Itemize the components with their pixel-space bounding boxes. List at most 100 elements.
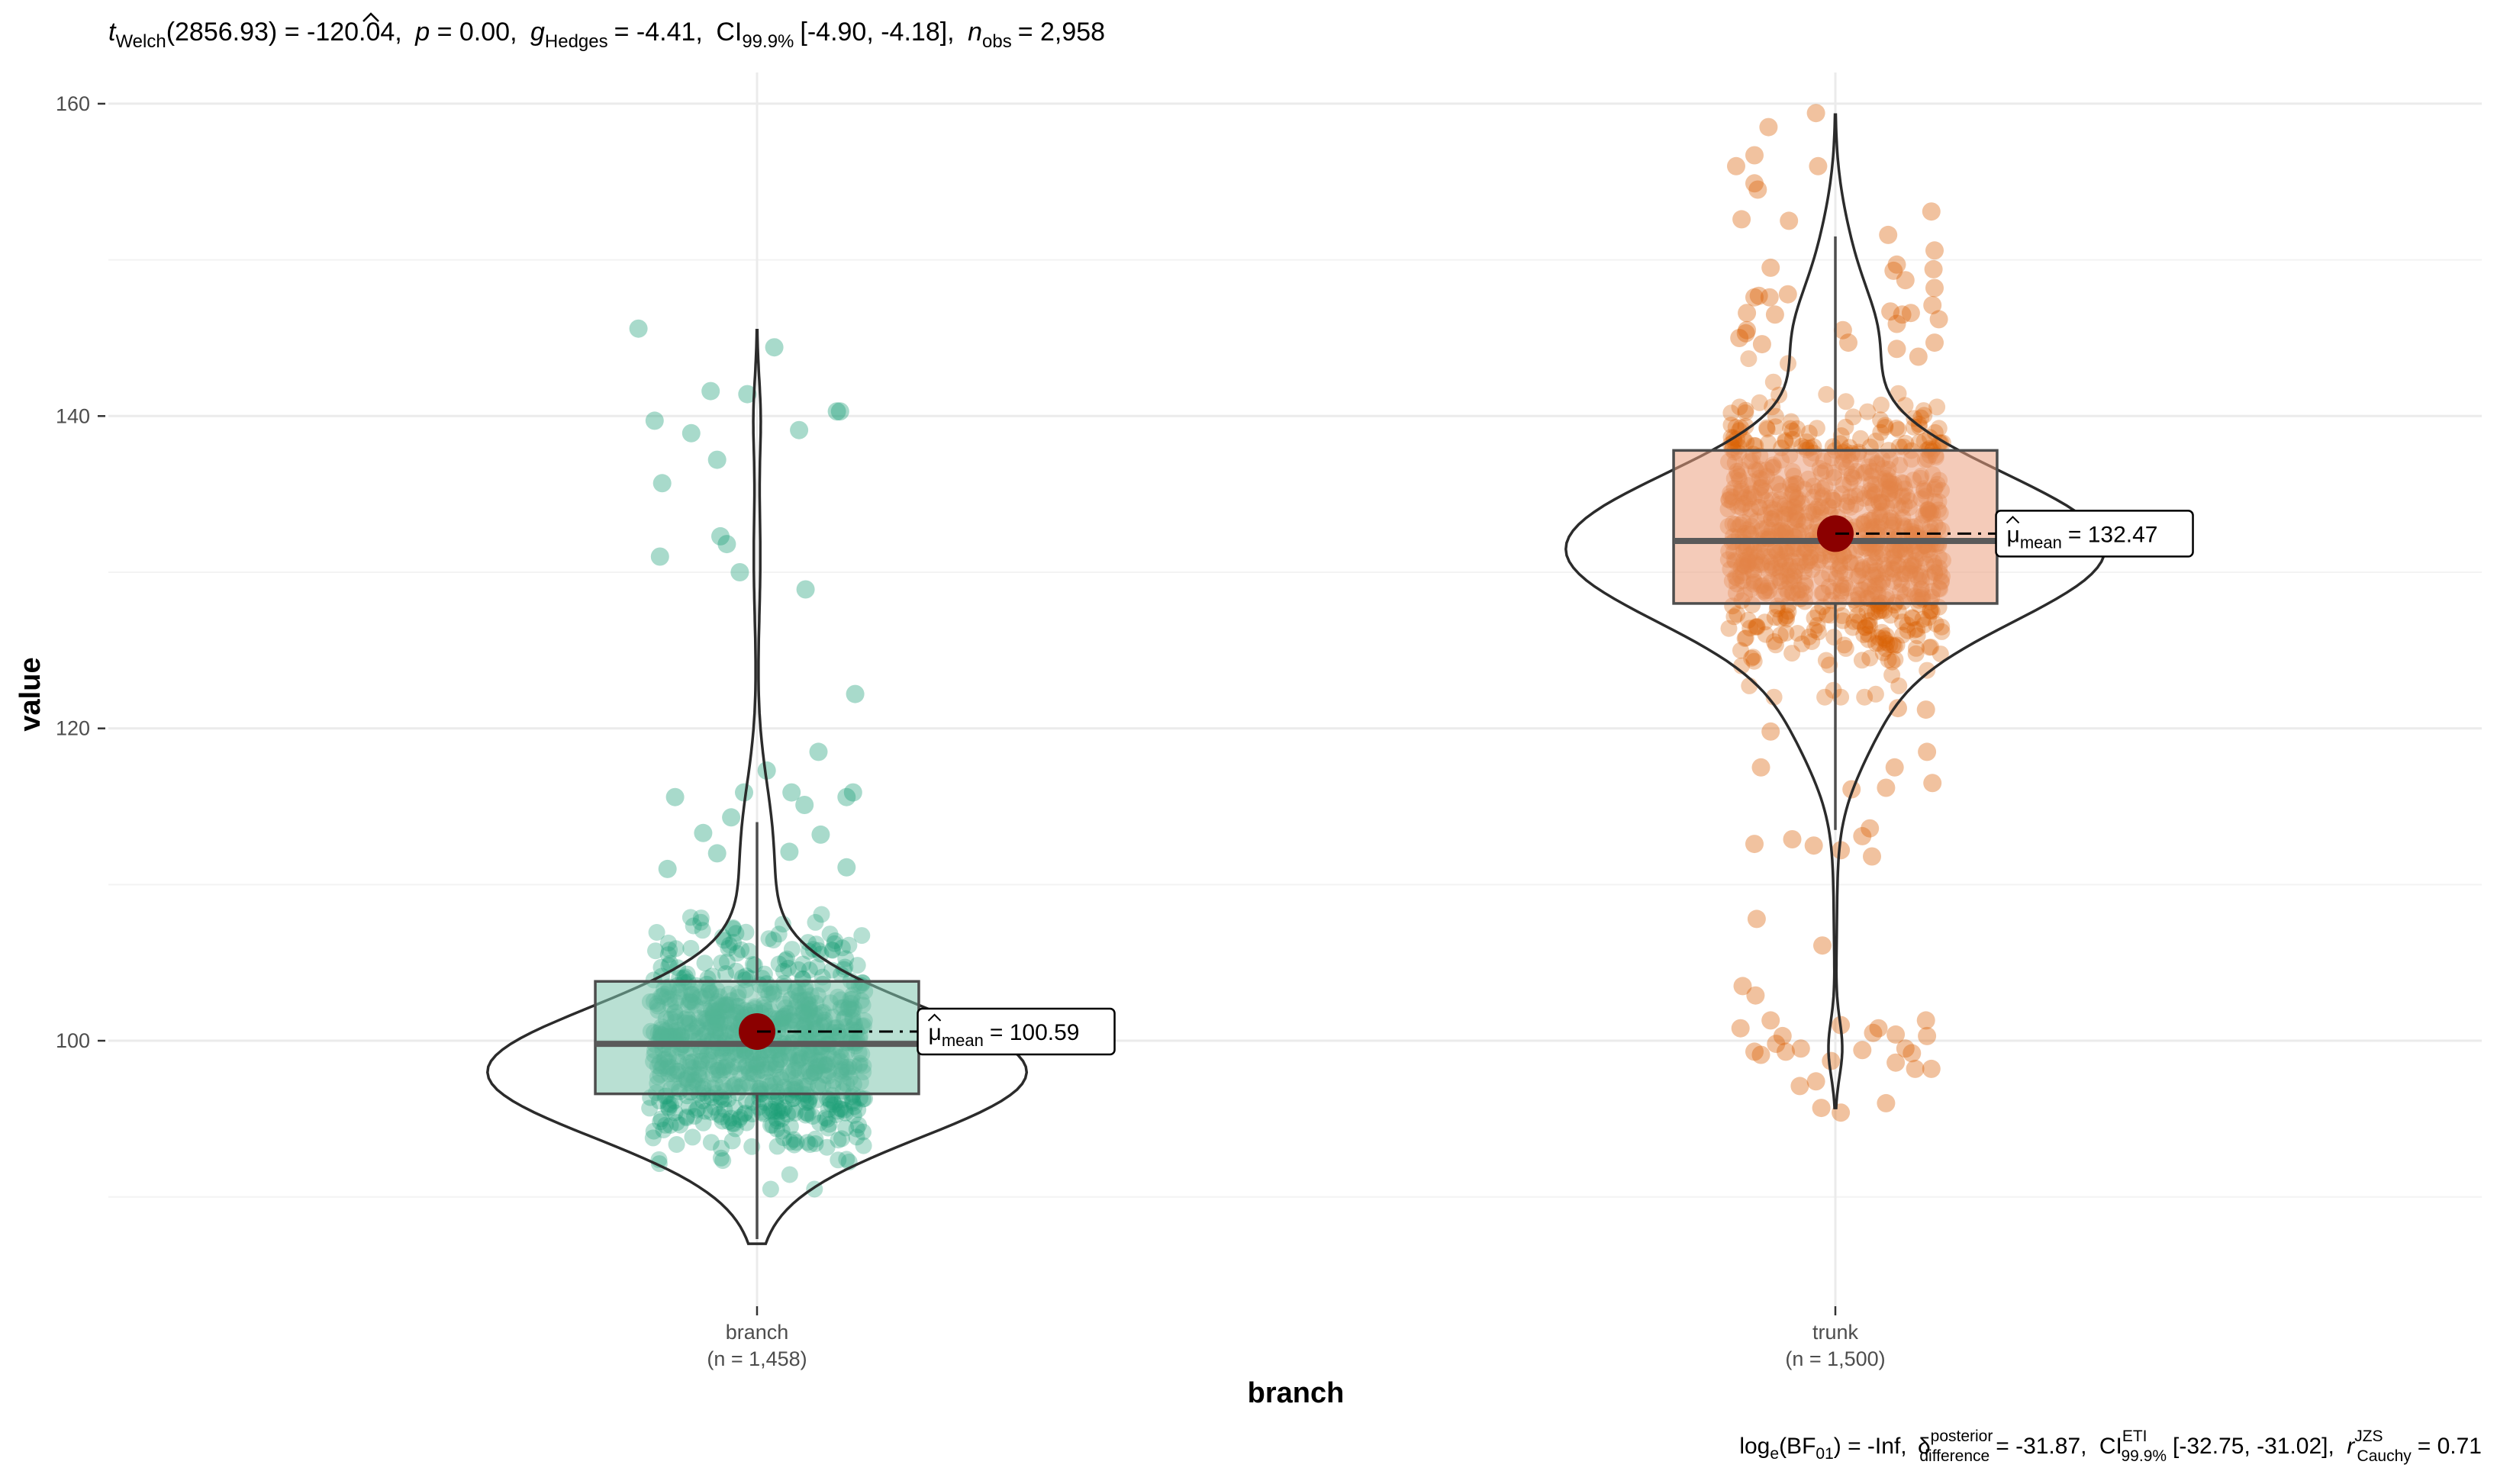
outlier-point — [1922, 202, 1941, 221]
data-point — [713, 954, 730, 971]
data-point — [779, 959, 797, 977]
outlier-point — [1922, 1059, 1941, 1078]
data-point — [1928, 398, 1946, 416]
data-point — [1758, 420, 1776, 438]
data-point — [1919, 662, 1936, 679]
x-tick-n-label: (n = 1,500) — [1785, 1347, 1885, 1370]
data-point — [1921, 639, 1938, 656]
data-point — [794, 955, 812, 973]
outlier-point — [1773, 1026, 1792, 1045]
data-point — [799, 934, 817, 951]
hat-accent — [362, 12, 379, 22]
data-point — [1767, 636, 1784, 654]
data-point — [833, 1100, 850, 1118]
outlier-point — [1749, 286, 1768, 305]
data-point — [1853, 652, 1870, 669]
outlier-point — [1751, 1045, 1770, 1064]
shape-layer: μmean = 100.59 μmean = 132.47 — [486, 113, 2194, 1245]
outlier-point — [1889, 699, 1907, 718]
outlier-point — [665, 787, 685, 806]
data-point — [1739, 611, 1757, 629]
data-point — [641, 1099, 659, 1117]
data-point — [1861, 617, 1878, 634]
data-point — [1870, 635, 1888, 652]
data-point — [1861, 649, 1879, 667]
data-point — [762, 1116, 779, 1134]
data-point — [689, 1099, 707, 1117]
data-point — [801, 1093, 817, 1109]
data-point — [651, 1093, 668, 1110]
data-point — [1800, 424, 1818, 442]
data-point — [1736, 629, 1754, 647]
data-point — [1731, 422, 1748, 439]
data-point — [788, 1134, 805, 1151]
data-point — [1783, 422, 1801, 439]
data-point — [1764, 373, 1782, 391]
outlier-point — [1730, 329, 1749, 347]
data-point — [1888, 636, 1906, 654]
data-point — [826, 932, 844, 949]
data-point — [1758, 419, 1776, 436]
data-point — [848, 1128, 865, 1146]
y-tick-label: 100 — [56, 1029, 90, 1052]
outlier-point — [694, 823, 713, 842]
data-point — [1874, 629, 1892, 647]
data-point — [1927, 616, 1944, 633]
outlier-point — [1791, 1039, 1810, 1058]
data-point — [667, 940, 685, 958]
outlier-point — [1869, 1019, 1888, 1038]
data-point — [1833, 607, 1851, 624]
outlier-point — [1760, 288, 1779, 307]
outlier-point — [1767, 1035, 1786, 1054]
data-point — [1899, 616, 1916, 633]
outlier-point — [1736, 324, 1755, 343]
data-point — [819, 1111, 836, 1128]
outlier-point — [1745, 146, 1764, 165]
violin-outline — [486, 328, 1029, 1245]
data-point — [713, 1139, 730, 1157]
data-point — [723, 1109, 739, 1127]
data-point — [1870, 603, 1888, 620]
data-point — [818, 1138, 836, 1156]
data-point — [1883, 653, 1901, 671]
data-point — [1859, 616, 1877, 634]
outlier-point — [1916, 1011, 1935, 1030]
data-point — [1907, 639, 1925, 657]
data-point — [652, 1110, 670, 1128]
outlier-point — [1925, 333, 1944, 352]
data-point — [660, 1100, 678, 1118]
data-point — [723, 1132, 741, 1150]
data-point — [836, 1104, 854, 1122]
data-point — [808, 958, 826, 976]
data-point — [728, 945, 746, 962]
data-point — [694, 1114, 712, 1132]
chart-caption: loge(BF01) = -Inf, δposterior difference =… — [1739, 1428, 2482, 1465]
data-point — [1825, 681, 1842, 699]
data-point — [1923, 603, 1941, 620]
data-point — [1890, 385, 1907, 402]
outlier-point — [1877, 1093, 1896, 1112]
data-point — [1777, 609, 1794, 626]
data-point — [659, 946, 677, 964]
data-point — [820, 1119, 837, 1137]
data-point — [768, 1102, 786, 1119]
data-point — [768, 1109, 785, 1127]
data-point — [826, 935, 843, 952]
data-point — [1912, 409, 1930, 427]
data-point — [1894, 626, 1912, 644]
data-point — [1837, 418, 1854, 436]
data-point — [672, 1116, 689, 1134]
data-point — [773, 1110, 791, 1128]
x-tick-n-label: (n = 1,458) — [707, 1347, 807, 1370]
data-point — [1818, 385, 1835, 403]
data-point — [724, 1115, 742, 1132]
data-point — [680, 1098, 698, 1115]
data-point — [760, 930, 778, 948]
violin-outline — [1564, 113, 2107, 1109]
data-point — [1861, 612, 1878, 629]
data-point — [765, 932, 782, 949]
outlier-point — [1884, 261, 1903, 280]
data-point — [659, 934, 677, 951]
data-point — [775, 962, 792, 980]
data-point — [727, 925, 745, 942]
